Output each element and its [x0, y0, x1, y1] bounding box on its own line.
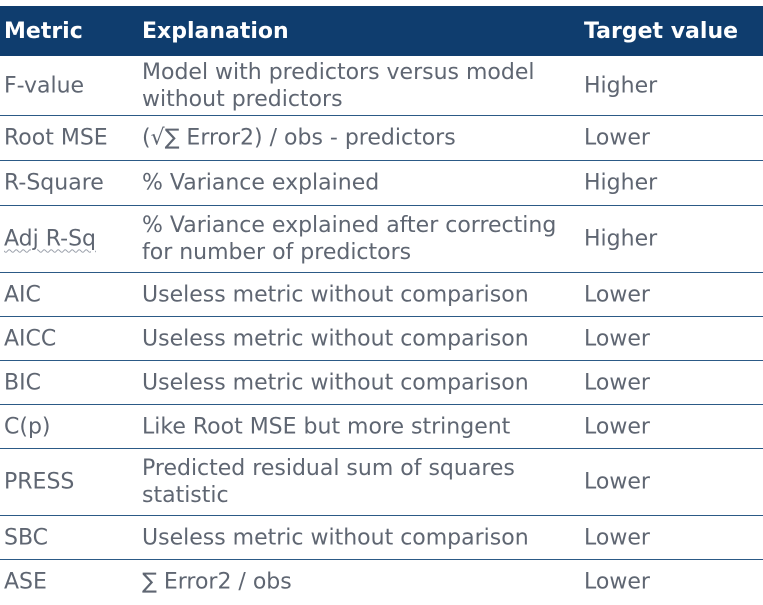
target-cell: Higher [584, 226, 658, 252]
target-cell: Higher [584, 73, 658, 98]
target-cell: Lower [584, 326, 650, 351]
table-row: C(p) Like Root MSE but more stringent Lo… [0, 405, 763, 449]
target-cell: Higher [584, 170, 658, 196]
explanation-cell: % Variance explained after correcting fo… [142, 213, 557, 265]
target-cell: Lower [584, 125, 650, 151]
header-explanation: Explanation [142, 18, 289, 44]
metric-cell: SBC [4, 525, 49, 550]
table-row: R-Square % Variance explained Higher [0, 161, 763, 206]
metric-cell: AICC [4, 326, 57, 351]
metric-cell: AIC [4, 282, 41, 307]
table-row: PRESS Predicted residual sum of squares … [0, 449, 763, 516]
explanation-cell: Like Root MSE but more stringent [142, 414, 511, 439]
table-row: BIC Useless metric without comparison Lo… [0, 361, 763, 405]
metric-cell: BIC [4, 370, 41, 395]
explanation-cell: Useless metric without comparison [142, 525, 529, 550]
target-cell: Lower [584, 414, 650, 439]
explanation-cell: Model with predictors versus model witho… [142, 59, 535, 112]
metrics-table: Metric Explanation Target value F-value … [0, 6, 763, 603]
metric-cell: R-Square [4, 170, 104, 196]
metric-cell: PRESS [4, 469, 75, 495]
explanation-cell: (√∑ Error2) / obs - predictors [142, 125, 456, 151]
table-row: Root MSE (√∑ Error2) / obs - predictors … [0, 116, 763, 161]
metric-cell: C(p) [4, 414, 51, 439]
metric-cell: Root MSE [4, 125, 108, 151]
metric-cell: Adj R-Sq [4, 226, 96, 252]
metric-cell: ASE [4, 569, 47, 594]
table-row: Adj R-Sq % Variance explained after corr… [0, 206, 763, 273]
table-row: F-value Model with predictors versus mod… [0, 56, 763, 116]
explanation-cell: % Variance explained [142, 170, 380, 196]
explanation-cell: Useless metric without comparison [142, 282, 529, 307]
explanation-cell: Predicted residual sum of squares statis… [142, 456, 515, 508]
metric-cell: F-value [4, 73, 85, 98]
explanation-cell: ∑ Error2 / obs [142, 569, 292, 594]
table-row: SBC Useless metric without comparison Lo… [0, 516, 763, 560]
table-row: AICC Useless metric without comparison L… [0, 317, 763, 361]
explanation-cell: Useless metric without comparison [142, 370, 529, 395]
header-target-value: Target value [584, 18, 739, 44]
table-row: ASE ∑ Error2 / obs Lower [0, 560, 763, 603]
target-cell: Lower [584, 569, 650, 594]
target-cell: Lower [584, 469, 650, 495]
target-cell: Lower [584, 282, 650, 307]
target-cell: Lower [584, 525, 650, 550]
table-header: Metric Explanation Target value [0, 6, 763, 56]
table-row: AIC Useless metric without comparison Lo… [0, 273, 763, 317]
header-metric: Metric [4, 18, 83, 44]
target-cell: Lower [584, 370, 650, 395]
explanation-cell: Useless metric without comparison [142, 326, 529, 351]
